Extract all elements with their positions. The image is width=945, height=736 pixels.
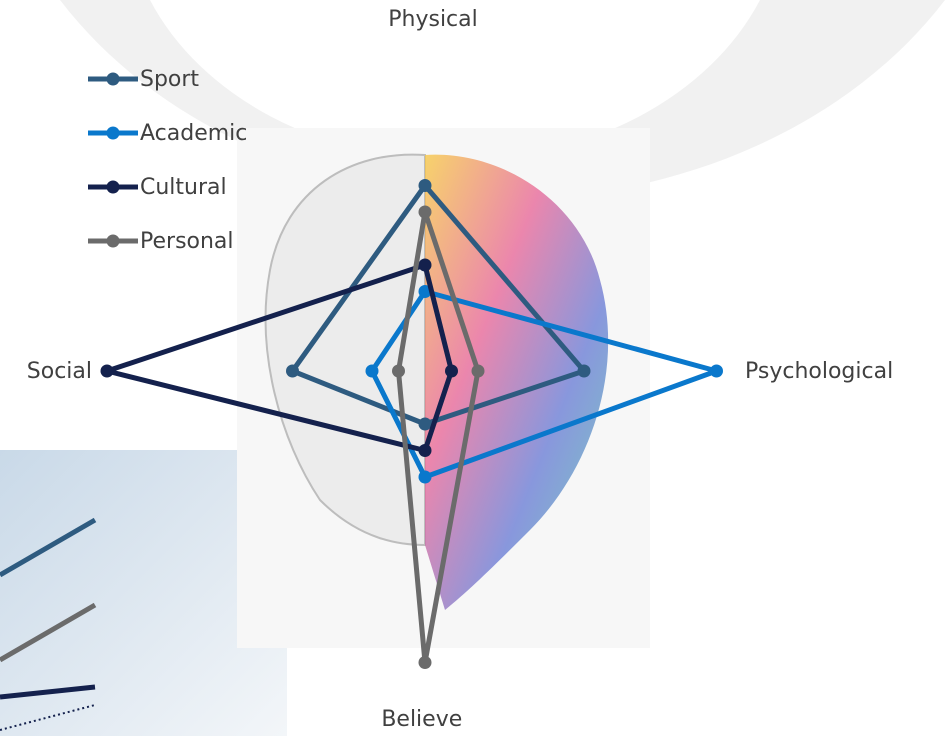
data-point xyxy=(445,364,458,378)
legend-label: Sport xyxy=(140,67,199,92)
legend-label: Personal xyxy=(140,229,234,254)
data-point xyxy=(365,364,379,378)
axis-label: Believe xyxy=(381,707,462,732)
axis-label: Social xyxy=(27,359,92,384)
data-point xyxy=(418,417,432,431)
legend-marker xyxy=(106,180,120,194)
legend-marker xyxy=(106,72,120,86)
data-point xyxy=(471,364,485,378)
data-point xyxy=(418,258,432,272)
legend-marker xyxy=(106,234,120,248)
data-point xyxy=(392,364,405,378)
data-point xyxy=(418,179,432,192)
data-point xyxy=(418,444,432,457)
legend-marker xyxy=(106,126,120,140)
data-point xyxy=(710,364,723,378)
axis-label: Psychological xyxy=(745,359,893,384)
data-point xyxy=(100,364,114,378)
axis-label: Physical xyxy=(388,7,478,32)
data-point xyxy=(286,364,299,378)
data-point xyxy=(418,656,432,669)
legend-label: Academic xyxy=(140,121,247,146)
data-point xyxy=(418,205,432,219)
data-point xyxy=(418,470,432,484)
data-point xyxy=(577,364,591,378)
legend-label: Cultural xyxy=(140,175,227,200)
